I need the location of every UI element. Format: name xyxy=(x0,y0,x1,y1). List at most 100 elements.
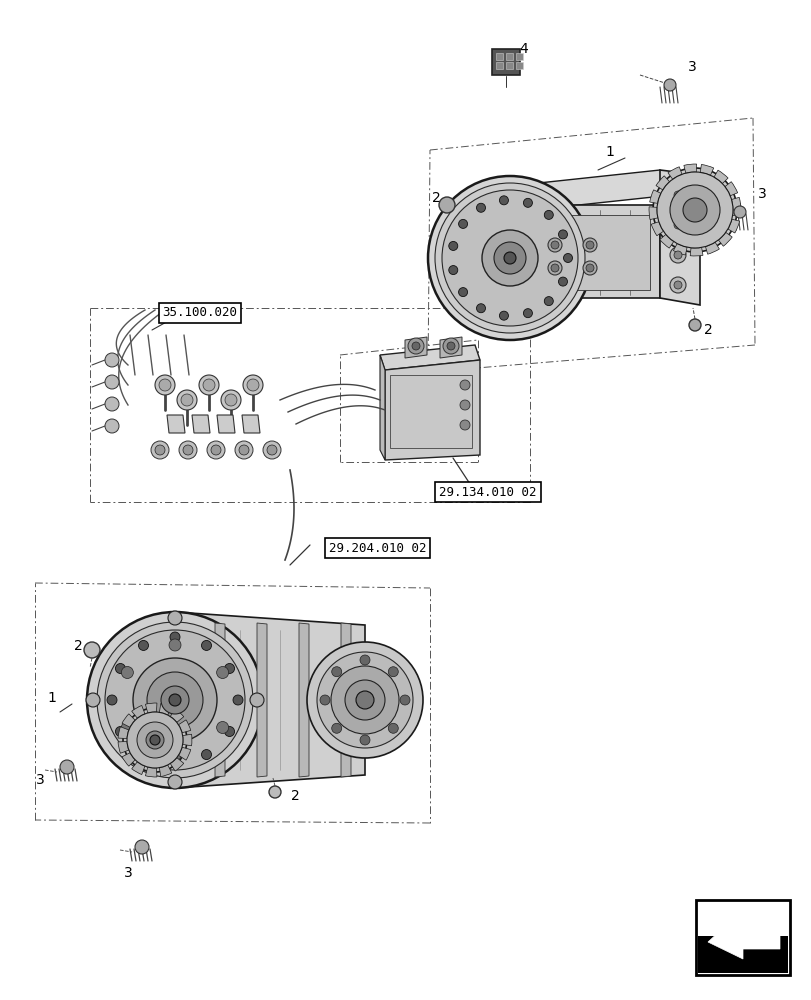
Circle shape xyxy=(169,639,181,651)
Circle shape xyxy=(133,658,217,742)
Circle shape xyxy=(652,168,736,252)
Bar xyxy=(496,53,502,60)
Circle shape xyxy=(263,441,281,459)
Circle shape xyxy=(105,375,119,389)
Circle shape xyxy=(242,375,263,395)
Circle shape xyxy=(307,642,423,758)
Circle shape xyxy=(673,281,681,289)
Circle shape xyxy=(435,183,584,333)
Circle shape xyxy=(669,217,685,233)
Polygon shape xyxy=(440,337,461,358)
Text: 3: 3 xyxy=(123,866,132,880)
Circle shape xyxy=(169,694,181,706)
Circle shape xyxy=(105,419,119,433)
Circle shape xyxy=(201,750,211,760)
Circle shape xyxy=(482,230,538,286)
Circle shape xyxy=(147,672,203,728)
Circle shape xyxy=(547,238,561,252)
Circle shape xyxy=(182,445,193,455)
Circle shape xyxy=(551,241,558,249)
Circle shape xyxy=(105,630,245,770)
Text: 29.134.010 02: 29.134.010 02 xyxy=(439,486,536,498)
Circle shape xyxy=(177,390,197,410)
Circle shape xyxy=(543,210,552,219)
Polygon shape xyxy=(122,714,135,727)
Polygon shape xyxy=(380,345,479,370)
Circle shape xyxy=(146,731,164,749)
Polygon shape xyxy=(384,360,479,460)
Circle shape xyxy=(217,666,229,678)
Polygon shape xyxy=(519,170,672,210)
Polygon shape xyxy=(122,753,135,766)
Polygon shape xyxy=(699,164,713,175)
Polygon shape xyxy=(705,242,719,254)
Bar xyxy=(505,53,513,60)
Polygon shape xyxy=(145,703,157,713)
Circle shape xyxy=(201,640,211,650)
Circle shape xyxy=(504,252,515,264)
Circle shape xyxy=(563,253,572,262)
Circle shape xyxy=(586,241,594,249)
Circle shape xyxy=(411,342,419,350)
Bar xyxy=(515,53,522,60)
Circle shape xyxy=(663,79,676,91)
Circle shape xyxy=(139,750,148,760)
Circle shape xyxy=(203,379,215,391)
Bar xyxy=(505,62,513,69)
Text: 2: 2 xyxy=(290,789,299,803)
Polygon shape xyxy=(718,232,732,246)
Polygon shape xyxy=(724,182,736,196)
Polygon shape xyxy=(145,767,157,777)
Circle shape xyxy=(150,735,160,745)
Circle shape xyxy=(233,695,242,705)
Polygon shape xyxy=(672,244,686,255)
Circle shape xyxy=(476,203,485,212)
Circle shape xyxy=(558,277,567,286)
Circle shape xyxy=(673,251,681,259)
Circle shape xyxy=(105,397,119,411)
Polygon shape xyxy=(159,765,172,777)
Circle shape xyxy=(582,261,596,275)
Circle shape xyxy=(268,786,281,798)
Circle shape xyxy=(523,309,532,318)
Circle shape xyxy=(84,642,100,658)
Circle shape xyxy=(87,612,263,788)
Polygon shape xyxy=(659,234,673,248)
Bar xyxy=(491,49,519,75)
Text: 35.100.020: 35.100.020 xyxy=(162,306,237,320)
Circle shape xyxy=(225,726,234,736)
Polygon shape xyxy=(659,170,699,305)
Circle shape xyxy=(441,190,577,326)
Text: 1: 1 xyxy=(605,145,614,159)
Text: 2: 2 xyxy=(74,639,82,653)
Circle shape xyxy=(656,172,732,248)
Polygon shape xyxy=(683,164,696,173)
Polygon shape xyxy=(170,709,183,722)
Bar xyxy=(519,205,659,298)
Circle shape xyxy=(551,264,558,272)
Circle shape xyxy=(247,379,259,391)
Polygon shape xyxy=(649,190,660,203)
Bar xyxy=(695,900,789,975)
Polygon shape xyxy=(242,415,260,433)
Circle shape xyxy=(217,721,229,733)
Polygon shape xyxy=(380,355,384,460)
Circle shape xyxy=(169,749,181,761)
Circle shape xyxy=(159,379,171,391)
Circle shape xyxy=(225,664,234,674)
Bar xyxy=(389,375,471,448)
Circle shape xyxy=(169,632,180,642)
Circle shape xyxy=(460,380,470,390)
Circle shape xyxy=(221,390,241,410)
Circle shape xyxy=(388,667,397,677)
Circle shape xyxy=(115,726,125,736)
Circle shape xyxy=(400,695,410,705)
Circle shape xyxy=(439,197,454,213)
Polygon shape xyxy=(170,758,183,771)
Circle shape xyxy=(359,735,370,745)
Circle shape xyxy=(460,400,470,410)
Polygon shape xyxy=(648,207,657,220)
Circle shape xyxy=(316,652,413,748)
Bar xyxy=(530,215,649,290)
Polygon shape xyxy=(689,247,702,256)
